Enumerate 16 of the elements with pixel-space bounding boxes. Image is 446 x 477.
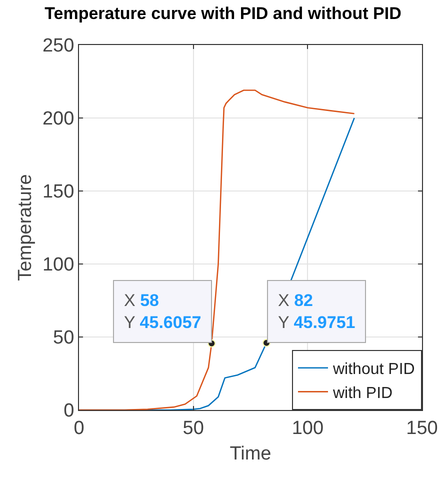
legend-label: without PID [332, 361, 415, 378]
y-tick-label: 200 [42, 108, 74, 130]
y-tick-label: 100 [42, 254, 74, 276]
y-tick-label: 0 [64, 400, 74, 422]
y-tick-label: 250 [42, 36, 74, 57]
annotation: X 82 Y 45.9751 [278, 291, 356, 332]
x-axis-title: Time [230, 444, 272, 465]
y-tick-label: 150 [42, 182, 74, 203]
x-tick-label: 50 [182, 418, 204, 439]
x-tick-label: 100 [292, 418, 324, 439]
x-tick-label: 150 [406, 418, 438, 439]
y-axis-title: Temperature [15, 174, 36, 281]
chart-title: Temperature curve with PID and without PID [44, 4, 402, 24]
annotation: X 58 Y 45.6057 [124, 291, 202, 332]
y-tick-label: 50 [53, 328, 74, 349]
legend-label: with PID [332, 384, 393, 402]
